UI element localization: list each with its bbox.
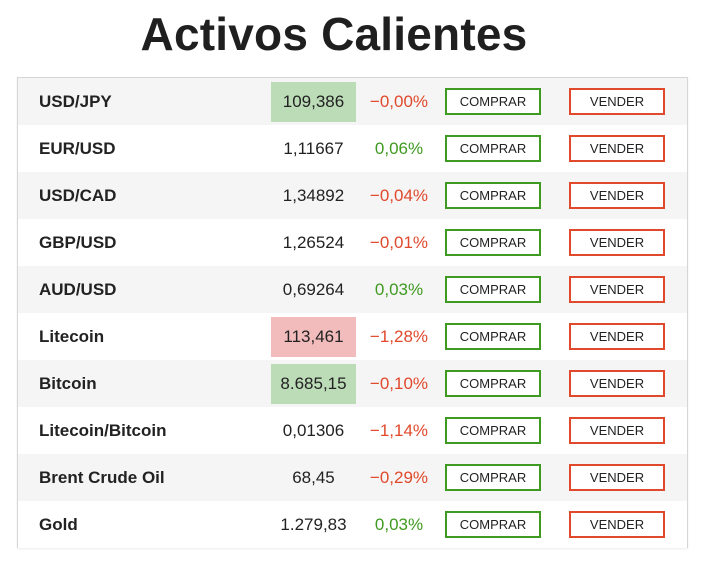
asset-name[interactable]: Litecoin: [39, 327, 105, 346]
asset-change: 0,03%: [374, 515, 424, 534]
asset-price: 0,69264: [282, 280, 345, 299]
asset-change: −0,04%: [369, 186, 429, 205]
asset-name[interactable]: Bitcoin: [39, 374, 97, 393]
asset-change: −0,00%: [369, 92, 429, 111]
asset-name[interactable]: EUR/USD: [39, 139, 116, 158]
table-row-3: USD/CAD 1,34892 −0,04% COMPRAR VENDER: [18, 172, 687, 219]
buy-button[interactable]: COMPRAR: [445, 229, 541, 256]
table-row-4: GBP/USD 1,26524 −0,01% COMPRAR VENDER: [18, 219, 687, 266]
sell-button[interactable]: VENDER: [569, 464, 665, 491]
asset-change: 0,03%: [374, 280, 424, 299]
asset-name[interactable]: USD/CAD: [39, 186, 117, 205]
buy-button[interactable]: COMPRAR: [445, 511, 541, 538]
asset-change: −0,01%: [369, 233, 429, 252]
table-row-2: EUR/USD 1,11667 0,06% COMPRAR VENDER: [18, 125, 687, 172]
sell-button[interactable]: VENDER: [569, 276, 665, 303]
sell-button[interactable]: VENDER: [569, 88, 665, 115]
page-title: Activos Calientes: [140, 8, 528, 60]
buy-button[interactable]: COMPRAR: [445, 464, 541, 491]
asset-price: 68,45: [292, 468, 335, 487]
asset-price: 1,26524: [282, 233, 345, 252]
table-row-8: Litecoin/Bitcoin 0,01306 −1,14% COMPRAR …: [18, 407, 687, 454]
buy-button[interactable]: COMPRAR: [445, 182, 541, 209]
asset-change: −1,14%: [369, 421, 429, 440]
asset-price: 1,11667: [283, 139, 344, 158]
asset-change: −0,10%: [369, 374, 429, 393]
asset-price: 109,386: [271, 82, 356, 122]
table-row-7: Bitcoin 8.685,15 −0,10% COMPRAR VENDER: [18, 360, 687, 407]
asset-change: −1,28%: [369, 327, 429, 346]
asset-price: 1,34892: [282, 186, 345, 205]
asset-change: −0,29%: [369, 468, 429, 487]
sell-button[interactable]: VENDER: [569, 511, 665, 538]
asset-change: 0,06%: [374, 139, 424, 158]
asset-price: 0,01306: [282, 421, 345, 440]
buy-button[interactable]: COMPRAR: [445, 276, 541, 303]
table-row-6: Litecoin 113,461 −1,28% COMPRAR VENDER: [18, 313, 687, 360]
sell-button[interactable]: VENDER: [569, 229, 665, 256]
table-row-5: AUD/USD 0,69264 0,03% COMPRAR VENDER: [18, 266, 687, 313]
asset-price: 8.685,15: [271, 364, 356, 404]
asset-name[interactable]: Litecoin/Bitcoin: [39, 421, 167, 440]
sell-button[interactable]: VENDER: [569, 135, 665, 162]
buy-button[interactable]: COMPRAR: [445, 88, 541, 115]
buy-button[interactable]: COMPRAR: [445, 323, 541, 350]
asset-name[interactable]: USD/JPY: [39, 92, 112, 111]
buy-button[interactable]: COMPRAR: [445, 417, 541, 444]
hot-assets-table: USD/JPY 109,386 −0,00% COMPRAR VENDER EU…: [17, 77, 688, 548]
asset-name[interactable]: Brent Crude Oil: [39, 468, 165, 487]
table-row-10: Gold 1.279,83 0,03% COMPRAR VENDER: [18, 501, 687, 548]
sell-button[interactable]: VENDER: [569, 417, 665, 444]
buy-button[interactable]: COMPRAR: [445, 370, 541, 397]
sell-button[interactable]: VENDER: [569, 370, 665, 397]
asset-price: 113,461: [271, 317, 356, 357]
asset-name[interactable]: Gold: [39, 515, 78, 534]
buy-button[interactable]: COMPRAR: [445, 135, 541, 162]
asset-price: 1.279,83: [280, 515, 347, 534]
table-row-1: USD/JPY 109,386 −0,00% COMPRAR VENDER: [18, 78, 687, 125]
sell-button[interactable]: VENDER: [569, 323, 665, 350]
asset-name[interactable]: GBP/USD: [39, 233, 117, 252]
asset-name[interactable]: AUD/USD: [39, 280, 117, 299]
sell-button[interactable]: VENDER: [569, 182, 665, 209]
table-row-9: Brent Crude Oil 68,45 −0,29% COMPRAR VEN…: [18, 454, 687, 501]
